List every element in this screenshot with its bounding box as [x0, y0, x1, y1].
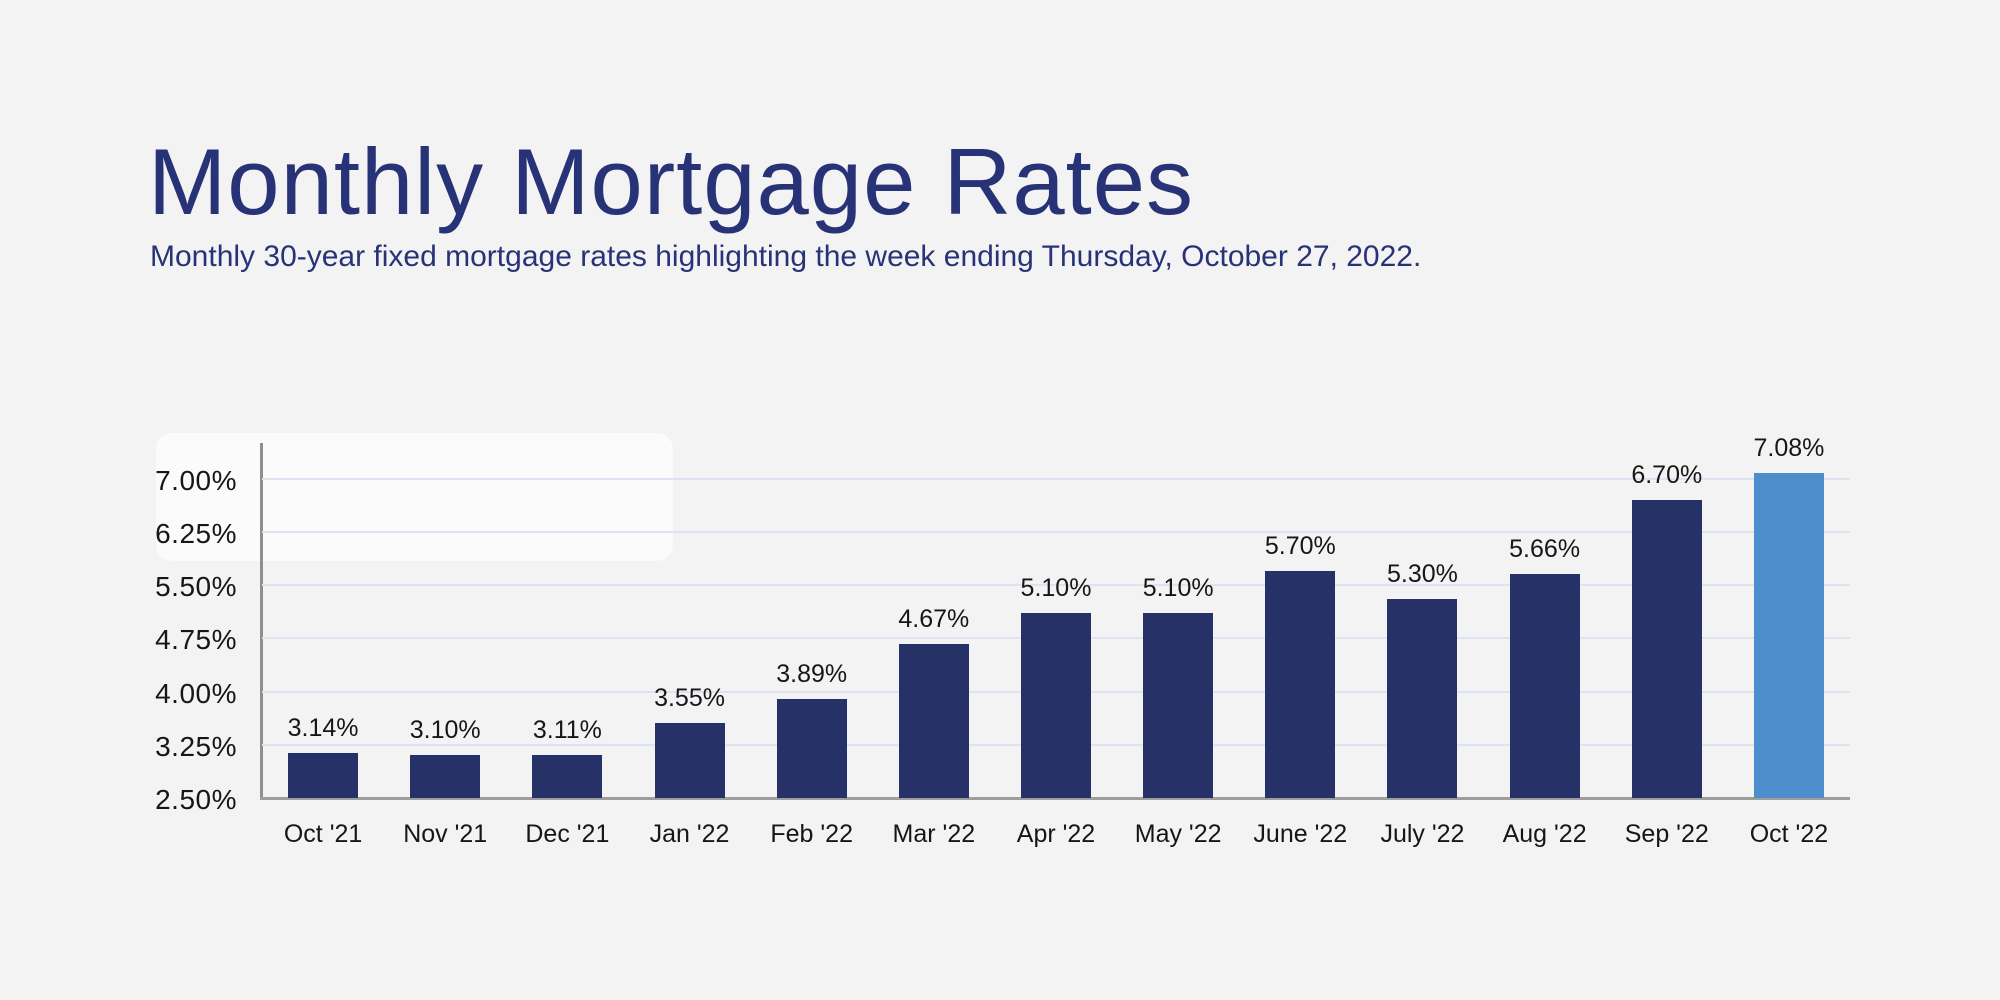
bar-value-label: 4.67% [898, 604, 970, 633]
bar [1631, 499, 1702, 798]
x-tick-label: Oct '22 [1749, 820, 1829, 848]
bar-value-label: 3.14% [287, 713, 359, 742]
bar [532, 754, 603, 798]
gridline [262, 584, 1850, 586]
bar [654, 723, 725, 798]
y-tick-label: 6.25% [155, 517, 237, 549]
bar [1143, 613, 1214, 798]
x-tick-label: July '22 [1380, 820, 1465, 848]
plot-area: 7.00% 6.25% 5.50% 4.75% 4.00% 3.25% 2.50% 3.14%… [155, 435, 1850, 848]
bar [1265, 570, 1336, 798]
bar-value-label: 7.08% [1753, 433, 1825, 462]
x-tick-label: Feb '22 [770, 820, 853, 848]
bar [776, 699, 847, 798]
bar-value-label: 3.11% [532, 715, 602, 744]
bar [288, 752, 359, 798]
bar-value-label: 5.70% [1264, 531, 1336, 560]
page-title: Monthly Mortgage Rates [148, 129, 1195, 234]
background-card [156, 433, 673, 561]
x-tick-label: May '22 [1134, 820, 1222, 848]
bar-value-label: 5.10% [1020, 574, 1092, 603]
gridline [262, 530, 1850, 533]
y-tick-label: 7.00% [155, 464, 237, 496]
bar [410, 755, 481, 798]
y-tick-label: 2.50% [155, 784, 237, 815]
bar [898, 643, 969, 798]
bar-value-label: 3.10% [409, 716, 481, 745]
bar-value-label: 5.10% [1142, 574, 1214, 603]
y-tick-label: 4.75% [155, 624, 237, 656]
x-tick-label: Apr '22 [1016, 820, 1096, 848]
y-tick-label: 4.00% [155, 677, 237, 709]
bar [1753, 472, 1824, 798]
y-tick-label: 3.25% [155, 730, 237, 762]
bar-value-label: 5.30% [1387, 560, 1458, 589]
bar [1387, 599, 1458, 798]
x-tick-label: Mar '22 [892, 820, 976, 848]
x-tick-label: Nov '21 [403, 820, 488, 848]
bar-value-label: 6.70% [1631, 460, 1703, 489]
bar [1021, 613, 1091, 798]
page-subtitle: Monthly 30-year fixed mortgage rates hig… [150, 240, 1422, 273]
bar-value-label: 3.55% [654, 684, 725, 713]
x-tick-label: Aug '22 [1502, 820, 1587, 848]
bar-value-label: 3.89% [776, 660, 848, 689]
gridline [262, 477, 1850, 480]
x-axis-line [260, 797, 1850, 800]
x-tick-label: Jan '22 [649, 820, 730, 848]
bar [1509, 573, 1580, 798]
x-tick-label: Oct '21 [283, 820, 363, 848]
bar-value-label: 5.66% [1509, 534, 1581, 563]
y-axis-line [260, 443, 263, 798]
y-tick-label: 5.50% [155, 571, 237, 602]
x-tick-label: Sep '22 [1624, 820, 1709, 848]
x-tick-label: June '22 [1253, 820, 1348, 848]
x-tick-label: Dec '21 [525, 820, 610, 848]
